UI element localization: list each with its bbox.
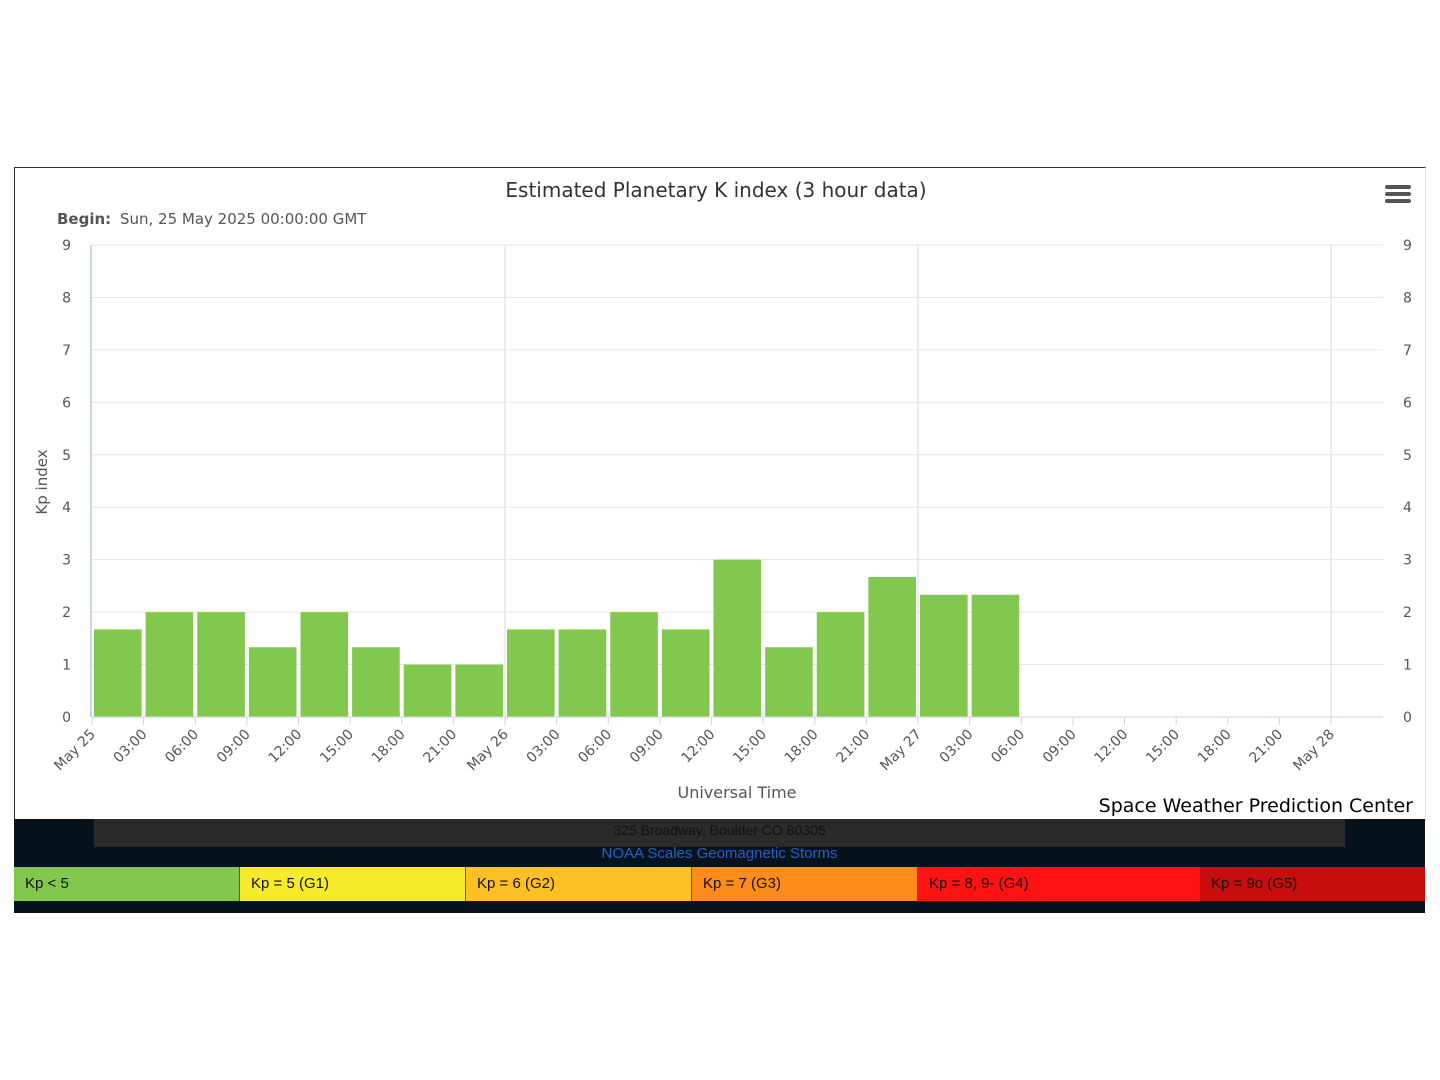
x-axis-label: Universal Time xyxy=(677,783,796,802)
x-tick-label: May 26 xyxy=(464,726,512,774)
kp-bar[interactable] xyxy=(661,629,710,717)
begin-label: Begin: xyxy=(57,210,111,228)
begin-subtitle: Begin: Sun, 25 May 2025 00:00:00 GMT xyxy=(57,210,367,228)
kp-bar[interactable] xyxy=(197,612,245,717)
kp-bar[interactable] xyxy=(403,664,452,717)
kp-scale-segment: Kp = 5 (G1) xyxy=(240,867,466,901)
y-tick-label-left: 8 xyxy=(62,290,71,306)
grid-lines xyxy=(92,244,1383,718)
kp-bar-chart: Estimated Planetary K index (3 hour data… xyxy=(33,178,1412,802)
footer-address: 325 Broadway, Boulder CO 80305 xyxy=(613,822,826,838)
y-tick-label-left: 7 xyxy=(62,343,71,359)
x-tick-label: 12:00 xyxy=(678,727,718,767)
x-tick-label: 09:00 xyxy=(1040,727,1080,767)
y-tick-label-right: 6 xyxy=(1403,395,1412,411)
kp-scale-segment: Kp = 9o (G5) xyxy=(1200,867,1425,901)
kp-bar[interactable] xyxy=(352,647,400,717)
x-tick-label: 09:00 xyxy=(627,727,667,767)
footer-overlay xyxy=(94,819,1345,847)
x-tick-label: 09:00 xyxy=(214,727,254,767)
chart-container: Estimated Planetary K index (3 hour data… xyxy=(14,167,1426,820)
kp-scale-segment: Kp = 8, 9- (G4) xyxy=(918,867,1200,901)
kp-scale-segment: Kp = 7 (G3) xyxy=(692,867,918,901)
y-tick-label-right: 8 xyxy=(1403,290,1412,306)
kp-bar[interactable] xyxy=(300,612,349,717)
y-tick-label-right: 3 xyxy=(1403,553,1412,569)
x-tick-label: May 28 xyxy=(1290,727,1338,775)
kp-bar[interactable] xyxy=(610,612,658,717)
kp-bar[interactable] xyxy=(94,629,142,717)
kp-scale-legend: Kp < 5 Kp = 5 (G1) Kp = 6 (G2) Kp = 7 (G3) K… xyxy=(14,867,1425,901)
kp-bar[interactable] xyxy=(816,612,865,717)
y-tick-label-left: 2 xyxy=(62,605,71,621)
x-tick-label: May 25 xyxy=(51,727,99,775)
kp-scale-segment: Kp < 5 xyxy=(14,867,240,901)
y-tick-label-right: 0 xyxy=(1403,710,1412,726)
x-tick-label: May 27 xyxy=(877,727,925,775)
kp-bar[interactable] xyxy=(145,612,194,717)
y-tick-label-left: 6 xyxy=(62,395,71,411)
kp-bar[interactable] xyxy=(248,647,297,717)
x-tick-label: 03:00 xyxy=(524,727,564,767)
x-tick-label: 06:00 xyxy=(162,727,202,767)
y-axis-label: Kp index xyxy=(33,449,51,514)
kp-bar[interactable] xyxy=(868,576,916,717)
x-tick-label: 06:00 xyxy=(988,727,1028,767)
y-tick-label-right: 9 xyxy=(1403,238,1412,254)
x-tick-label: 15:00 xyxy=(317,727,357,767)
y-tick-label-left: 5 xyxy=(62,448,71,464)
y-tick-label-left: 3 xyxy=(62,553,71,569)
chart-title: Estimated Planetary K index (3 hour data… xyxy=(505,178,926,202)
hamburger-icon-line xyxy=(1385,192,1411,196)
kp-bar[interactable] xyxy=(765,647,813,717)
y-tick-label-right: 1 xyxy=(1403,658,1412,674)
x-tick-label: 06:00 xyxy=(575,727,615,767)
hamburger-icon xyxy=(1385,185,1411,189)
bar-series xyxy=(94,559,1020,717)
x-tick-label: 12:00 xyxy=(265,727,305,767)
x-tick-label: 12:00 xyxy=(1091,727,1131,767)
x-tick-label: 21:00 xyxy=(833,727,873,767)
x-tick-label: 21:00 xyxy=(420,727,460,767)
y-tick-label-left: 4 xyxy=(62,500,71,516)
chart-menu-button[interactable] xyxy=(1385,185,1411,207)
hamburger-icon-line xyxy=(1385,199,1411,203)
y-tick-label-left: 1 xyxy=(62,658,71,674)
kp-bar[interactable] xyxy=(713,559,762,717)
kp-bar[interactable] xyxy=(920,594,968,717)
x-tick-label: 18:00 xyxy=(369,727,409,767)
x-tick-label: 21:00 xyxy=(1246,727,1286,767)
y-tick-label-left: 0 xyxy=(62,710,71,726)
kp-bar[interactable] xyxy=(455,664,503,717)
begin-value: Sun, 25 May 2025 00:00:00 GMT xyxy=(120,210,367,228)
x-tick-label: 15:00 xyxy=(730,727,770,767)
kp-scale-segment: Kp = 6 (G2) xyxy=(466,867,692,901)
x-tick-label: 03:00 xyxy=(937,727,977,767)
kp-bar[interactable] xyxy=(507,629,555,717)
kp-bar[interactable] xyxy=(971,594,1020,717)
x-tick-label: 15:00 xyxy=(1143,727,1183,767)
x-tick-label: 18:00 xyxy=(782,727,822,767)
y-tick-label-right: 7 xyxy=(1403,343,1412,359)
noaa-scales-link[interactable]: NOAA Scales Geomagnetic Storms xyxy=(601,845,838,862)
credit-text: Space Weather Prediction Center xyxy=(1098,795,1413,817)
y-tick-label-right: 2 xyxy=(1403,605,1412,621)
y-tick-label-right: 5 xyxy=(1403,448,1412,464)
x-tick-label: 03:00 xyxy=(111,727,151,767)
y-tick-label-left: 9 xyxy=(62,238,71,254)
kp-bar[interactable] xyxy=(558,629,607,717)
x-tick-label: 18:00 xyxy=(1195,727,1235,767)
y-tick-label-right: 4 xyxy=(1403,500,1412,516)
